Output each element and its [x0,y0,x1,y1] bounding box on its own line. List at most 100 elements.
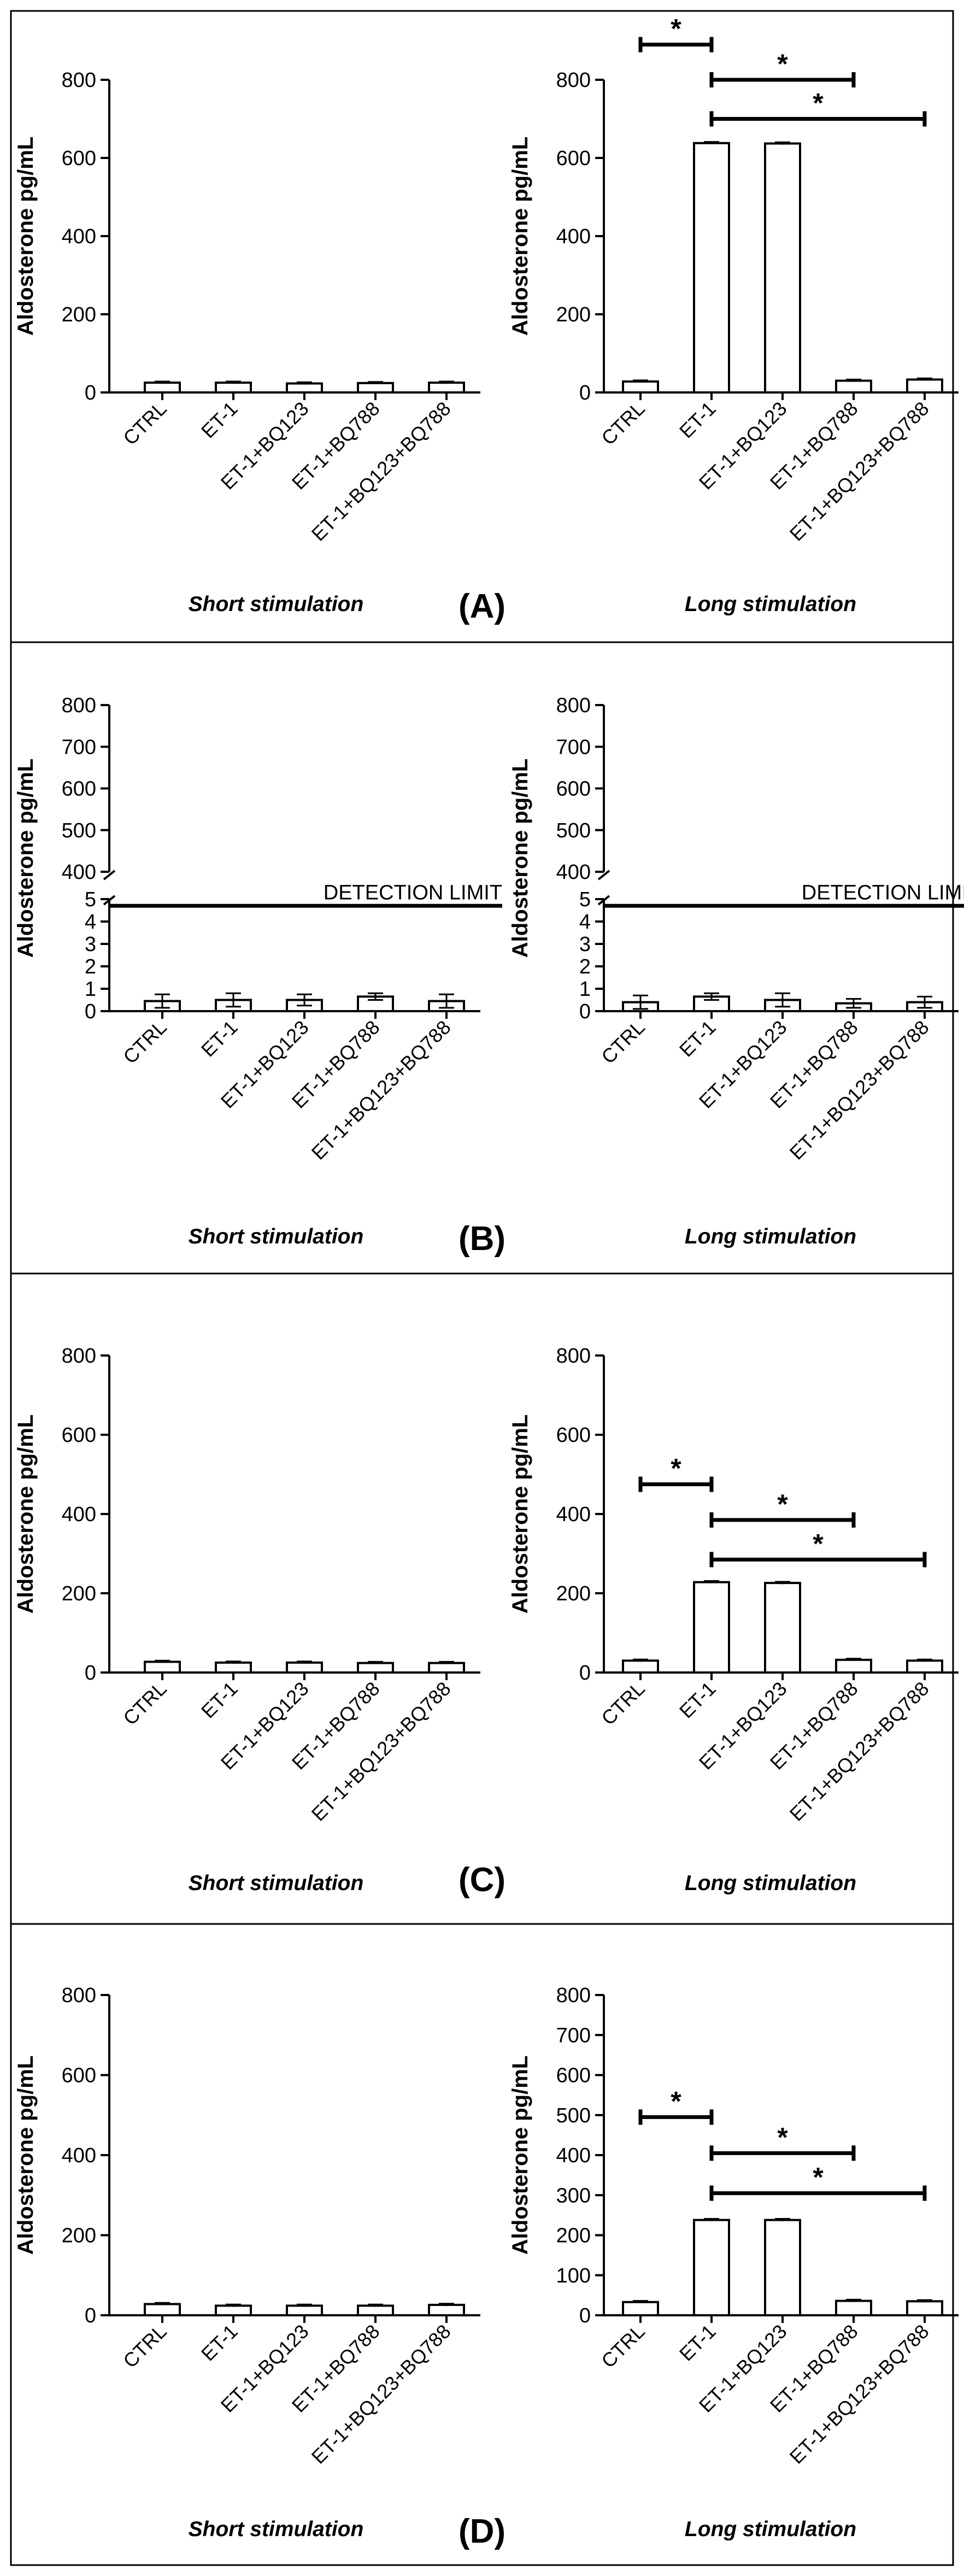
significance-star: * [777,1489,788,1519]
long-stimulation-chart: 0 200 400 600 800 Aldosterone pg/mL CTRL ET-1 ET… [508,14,959,616]
bar-et-1 [693,142,730,394]
stimulation-caption: Short stimulation [189,592,364,616]
x-tick-label: ET-1 [675,397,720,443]
short-stimulation-chart: 0 200 400 600 800 Aldosterone pg/mL CTRL ET-1 ET… [14,1984,480,2541]
bar-et-1-bq123 [764,1582,801,1674]
axis-break-mark [103,870,116,881]
bar-et-1 [215,2304,252,2316]
y-tick-label: 5 [579,888,591,911]
y-tick-label: 500 [556,819,591,842]
y-tick-label: 600 [556,778,591,801]
bar-et-1-bq123-bq788 [428,2303,465,2317]
bar-et-1-bq123 [286,382,323,394]
y-tick-label: 3 [579,933,591,956]
y-tick-label: 600 [556,1424,591,1447]
bar-et-1-bq788 [357,1662,394,1674]
bar-ctrl [144,382,181,394]
y-tick-label: 4 [85,911,96,934]
y-axis-label: Aldosterone pg/mL [508,1415,532,1613]
y-tick-label: 800 [62,69,96,92]
x-tick-label: ET-1 [675,2320,720,2366]
y-tick-label: 200 [62,2225,96,2248]
short-stimulation-chart: 0 200 400 600 800 Aldosterone pg/mL CTRL ET-1 ET… [14,69,480,616]
bar-et-1-bq123-bq788 [906,1659,943,1674]
y-tick-label: 200 [62,1582,96,1605]
panel-a: (A) 0 200 400 600 800 Aldosterone pg/mL CTRL ET-… [14,14,959,625]
x-tick-label: CTRL [597,1677,649,1729]
x-tick-label: CTRL [597,2320,649,2372]
y-tick-label: 3 [85,933,96,956]
x-tick-label: ET-1 [197,1677,242,1723]
axis-break-mark [597,870,610,881]
y-tick-label: 800 [556,1345,591,1368]
bar-ctrl [144,1660,181,1674]
y-tick-label: 400 [62,2144,96,2167]
y-tick-label: 400 [62,225,96,248]
y-tick-label: 500 [62,819,96,842]
y-tick-label: 0 [85,1662,96,1685]
y-tick-label: 2 [85,955,96,978]
x-tick-label: ET-1+BQ123+BQ788 [307,2320,455,2468]
y-axis-label: Aldosterone pg/mL [14,1415,38,1613]
significance-star: * [813,1528,824,1559]
bar-et-1-bq123 [764,2219,801,2317]
bar-ctrl [622,1659,659,1674]
bar-et-1 [215,382,252,394]
x-tick-label: ET-1 [197,2320,242,2366]
y-tick-label: 1 [85,978,96,1001]
panel-label: (D) [459,2513,505,2550]
y-tick-label: 400 [556,861,591,884]
y-axis-label: Aldosterone pg/mL [14,2056,38,2255]
panel-b: (B)DETECTION LIMIT012345400500600700800A… [14,694,964,1258]
x-tick-label: ET-1+BQ123+BQ788 [785,397,933,545]
stimulation-caption: Long stimulation [685,2518,856,2541]
y-axis-label: Aldosterone pg/mL [14,137,38,336]
bar-ctrl [144,2303,181,2317]
y-tick-label: 700 [556,2024,591,2047]
x-tick-label: CTRL [119,397,171,449]
panel-label: (B) [459,1220,505,1258]
y-tick-label: 800 [62,694,96,717]
bar-et-1-bq123 [286,2304,323,2316]
x-tick-label: ET-1 [675,1016,720,1061]
bar-et-1-bq123-bq788 [428,382,465,394]
bar-et-1-bq788 [835,1658,872,1674]
y-tick-label: 300 [556,2184,591,2207]
bar-et-1-bq788 [357,2304,394,2316]
bar-et-1-bq123-bq788 [428,1662,465,1674]
y-tick-label: 600 [62,1424,96,1447]
stimulation-caption: Short stimulation [189,1225,364,1248]
y-tick-label: 800 [62,1345,96,1368]
y-tick-label: 800 [556,1984,591,2007]
bar-et-1-bq788 [835,2299,872,2316]
x-tick-label: ET-1+BQ123+BQ788 [785,1016,933,1164]
x-tick-label: ET-1 [197,397,242,443]
stimulation-caption: Short stimulation [189,1871,364,1895]
bar-et-1-bq123 [286,1661,323,1674]
stimulation-caption: Long stimulation [685,592,856,616]
significance-star: * [671,2086,681,2116]
y-tick-label: 0 [579,1662,591,1685]
y-tick-label: 200 [556,303,591,326]
bar-et-1-bq788 [835,379,872,394]
y-tick-label: 600 [62,147,96,170]
detection-limit-label: DETECTION LIMIT [324,881,502,904]
y-tick-label: 700 [62,736,96,759]
y-tick-label: 1 [579,978,591,1001]
y-tick-label: 600 [556,147,591,170]
significance-star: * [813,88,824,119]
y-tick-label: 0 [579,382,591,404]
y-tick-label: 600 [556,2064,591,2087]
y-tick-label: 800 [62,1984,96,2007]
x-tick-label: CTRL [119,1677,171,1729]
significance-star: * [777,49,788,79]
panel-label: (C) [459,1861,505,1899]
x-tick-label: ET-1+BQ123+BQ788 [307,1016,455,1164]
significance-star: * [671,1453,681,1484]
y-tick-label: 600 [62,778,96,801]
detection-limit-label: DETECTION LIMIT [802,881,964,904]
y-tick-label: 700 [556,736,591,759]
